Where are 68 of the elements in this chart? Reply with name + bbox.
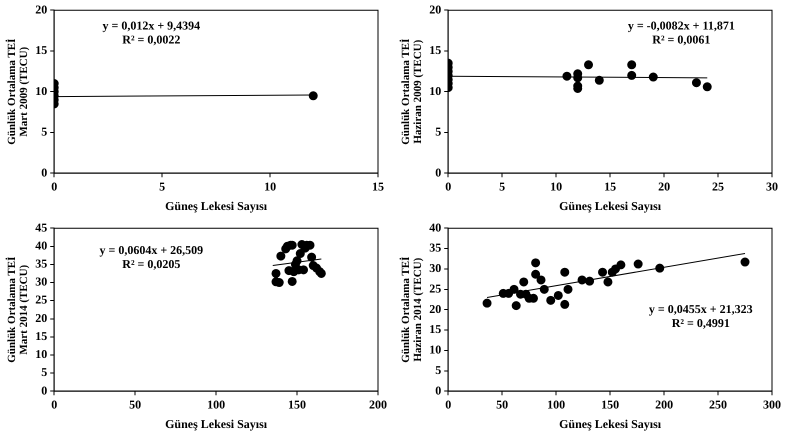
x-tick-label: 50 bbox=[496, 397, 508, 412]
x-tick-label: 15 bbox=[604, 179, 616, 194]
y-tick-label: 25 bbox=[429, 281, 442, 296]
annotation: y = -0,0082x + 11,871 bbox=[628, 18, 735, 33]
y-tick-label: 20 bbox=[35, 2, 48, 16]
x-tick-label: 0 bbox=[51, 179, 58, 194]
x-tick-label: 300 bbox=[763, 397, 781, 412]
y-tick-label: 5 bbox=[41, 124, 48, 139]
annotation: R² = 0,0022 bbox=[122, 32, 180, 47]
x-tick-label: 50 bbox=[129, 397, 142, 412]
x-axis-title: Güneş Lekesi Sayısı bbox=[165, 198, 268, 213]
x-tick-label: 200 bbox=[369, 397, 387, 412]
y-tick-label: 0 bbox=[435, 383, 442, 398]
y-tick-label: 20 bbox=[429, 302, 442, 316]
y-axis-title: Günlük Ortalama TEİ Haziran 2014 (TECU) bbox=[398, 256, 424, 363]
y-tick-label: 10 bbox=[35, 347, 48, 362]
annotation: y = 0,0455x + 21,323 bbox=[648, 302, 753, 316]
x-tick-label: 5 bbox=[499, 179, 506, 194]
y-axis-title: Günlük Ortalama TEİ Mart 2009 (TECU) bbox=[4, 38, 30, 145]
y-tick-label: 0 bbox=[41, 165, 48, 180]
y-tick-label: 10 bbox=[429, 84, 442, 98]
y-tick-label: 25 bbox=[35, 292, 48, 307]
annotation: R² = 0,4991 bbox=[672, 316, 730, 330]
x-tick-label: 5 bbox=[159, 179, 166, 194]
y-tick-label: 35 bbox=[35, 256, 48, 271]
y-tick-label: 5 bbox=[435, 124, 442, 139]
x-tick-label: 0 bbox=[51, 397, 58, 412]
y-tick-label: 15 bbox=[35, 43, 48, 58]
annotation: R² = 0,0061 bbox=[652, 32, 710, 47]
y-tick-label: 30 bbox=[429, 261, 442, 276]
y-tick-label: 35 bbox=[429, 240, 442, 255]
y-tick-label: 10 bbox=[429, 342, 442, 357]
x-tick-label: 100 bbox=[547, 397, 566, 412]
x-axis-title: Güneş Lekesi Sayısı bbox=[559, 198, 662, 213]
x-axis-title: Güneş Lekesi Sayısı bbox=[559, 416, 662, 431]
y-tick-label: 15 bbox=[35, 328, 48, 343]
annotation: y = 0,0604x + 26,509 bbox=[99, 243, 204, 258]
y-tick-label: 5 bbox=[435, 362, 442, 377]
x-tick-label: 150 bbox=[601, 397, 620, 412]
x-tick-label: 30 bbox=[766, 179, 778, 194]
y-axis-title: Günlük Ortalama TEİ Haziran 2009 (TECU) bbox=[398, 38, 424, 145]
x-tick-label: 10 bbox=[264, 179, 276, 194]
x-tick-label: 15 bbox=[372, 179, 384, 194]
x-tick-label: 25 bbox=[712, 179, 724, 194]
y-tick-label: 40 bbox=[35, 238, 48, 252]
x-tick-label: 250 bbox=[709, 397, 728, 412]
y-tick-label: 10 bbox=[35, 84, 48, 98]
x-tick-label: 10 bbox=[550, 179, 562, 194]
y-tick-label: 15 bbox=[429, 322, 442, 336]
y-tick-label: 30 bbox=[35, 274, 48, 289]
x-axis-title: Güneş Lekesi Sayısı bbox=[165, 416, 268, 431]
x-tick-label: 100 bbox=[207, 397, 226, 412]
y-tick-label: 0 bbox=[435, 165, 442, 180]
y-tick-label: 45 bbox=[35, 220, 48, 234]
x-tick-label: 20 bbox=[658, 179, 670, 194]
y-tick-label: 0 bbox=[41, 383, 48, 398]
y-tick-label: 40 bbox=[429, 220, 442, 234]
annotation: R² = 0,0205 bbox=[122, 257, 180, 272]
x-tick-label: 0 bbox=[445, 397, 452, 412]
y-tick-label: 5 bbox=[41, 365, 48, 380]
annotation: y = 0,012x + 9,4394 bbox=[102, 18, 200, 33]
x-tick-label: 200 bbox=[655, 397, 674, 412]
y-tick-label: 20 bbox=[429, 2, 442, 16]
x-tick-label: 150 bbox=[288, 397, 306, 412]
y-tick-label: 15 bbox=[429, 43, 442, 58]
x-tick-label: 0 bbox=[445, 179, 452, 194]
y-axis-title: Günlük Ortalama TEİ Mart 2014 (TECU) bbox=[4, 256, 30, 363]
y-tick-label: 20 bbox=[35, 310, 48, 325]
